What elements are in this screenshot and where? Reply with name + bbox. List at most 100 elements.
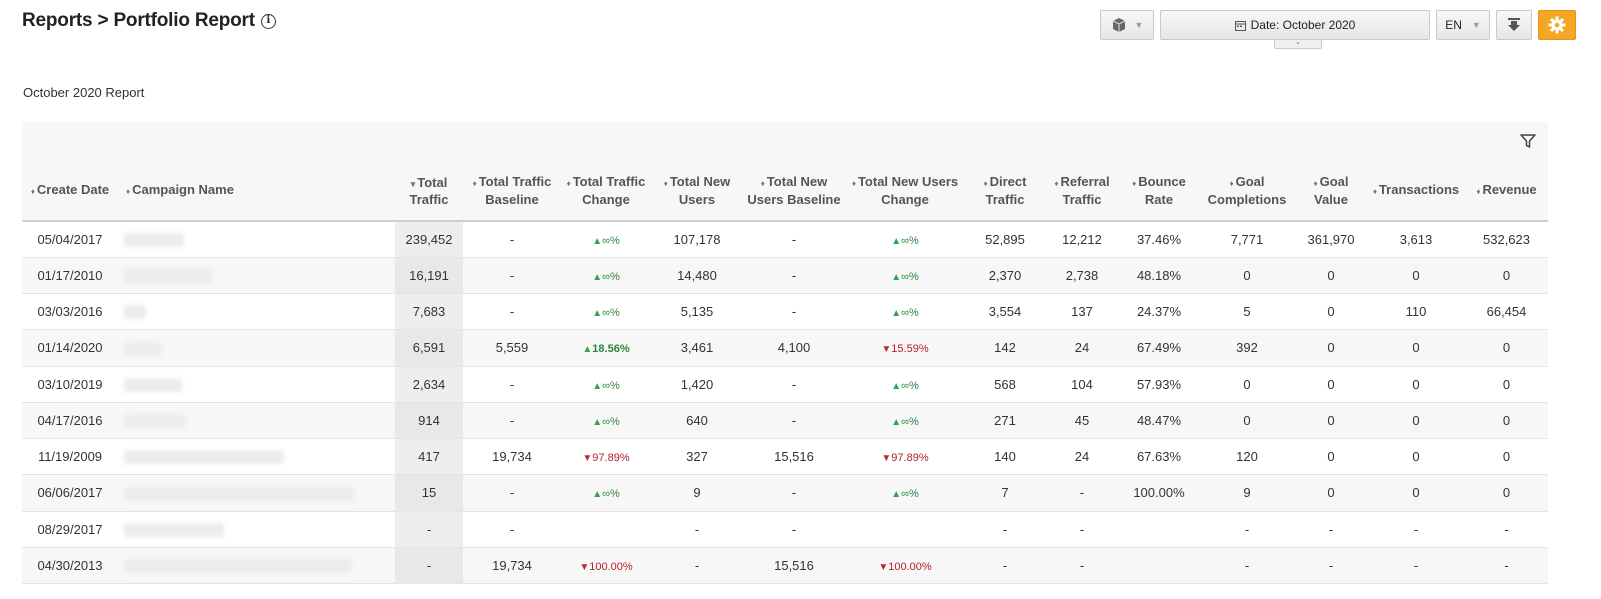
column-header-9[interactable]: ♦ Referral Traffic [1045, 162, 1119, 222]
sort-icon: ♦ [983, 179, 988, 188]
column-header-7[interactable]: ♦ Total New Users Change [845, 162, 965, 222]
cell-transactions: 0 [1367, 329, 1465, 367]
column-header-0[interactable]: ♦ Create Date [22, 162, 118, 222]
cell-goal-completions: 120 [1199, 438, 1295, 476]
table-row[interactable]: 08/29/2017- - - - - - - - - - [22, 511, 1548, 548]
cell-traffic-baseline: 19,734 [463, 438, 561, 476]
cell-campaign-name [118, 329, 395, 367]
cell-goal-value: - [1295, 547, 1367, 585]
cell-new-users: - [651, 547, 743, 585]
cell-direct: - [965, 511, 1045, 548]
cell-date: 03/10/2019 [22, 366, 118, 403]
date-panel-toggle[interactable]: ⌄ [1274, 39, 1322, 49]
change-value: ∞% [602, 488, 620, 501]
sort-icon: ♦ [1313, 179, 1318, 188]
cell-direct: 3,554 [965, 293, 1045, 331]
column-header-10[interactable]: ♦ Bounce Rate [1119, 162, 1199, 222]
cell-referral: 24 [1045, 329, 1119, 367]
cell-direct: 271 [965, 402, 1045, 440]
change-value: 18.56% [592, 343, 630, 356]
change-value: ∞% [602, 234, 620, 247]
gear-icon [1548, 16, 1566, 34]
arrow-up-icon: ▲ [891, 235, 902, 247]
table-row[interactable]: 06/06/2017 15- ▲∞% 9- ▲∞% 7-100.00% 9 0 0 0 [22, 474, 1548, 512]
table-row[interactable]: 04/17/2016 914- ▲∞% 640- ▲∞% 271 45 48.47% 0 0 0 0 [22, 402, 1548, 440]
cell-total-traffic: 239,452 [395, 221, 463, 258]
arrow-up-icon: ▲ [891, 380, 902, 392]
cell-goal-value: 0 [1295, 329, 1367, 367]
cell-traffic-change: ▲18.56% [561, 329, 651, 367]
info-circle-icon[interactable]: i [260, 13, 276, 29]
cell-revenue: 0 [1465, 257, 1548, 295]
cell-campaign-name [118, 257, 395, 295]
cell-goal-completions: 5 [1199, 293, 1295, 331]
cell-goal-completions: 0 [1199, 257, 1295, 295]
cell-total-traffic: 6,591 [395, 329, 463, 367]
cell-direct: - [965, 547, 1045, 585]
column-header-12[interactable]: ♦ Goal Value [1295, 162, 1367, 222]
column-header-3[interactable]: ♦ Total Traffic Baseline [463, 162, 561, 222]
cube-dropdown-button[interactable]: ▼ [1100, 10, 1154, 40]
cell-traffic-baseline: - [463, 474, 561, 512]
column-header-4[interactable]: ♦ Total Traffic Change [561, 162, 651, 222]
arrow-up-icon: ▲ [891, 271, 902, 283]
arrow-up-icon: ▲ [592, 235, 603, 247]
settings-button[interactable] [1538, 10, 1576, 40]
column-header-13[interactable]: ♦ Transactions [1367, 162, 1465, 222]
cell-new-users-baseline: - [743, 257, 845, 295]
cell-traffic-baseline: - [463, 293, 561, 331]
table-header-row: ♦ Create Date ♦ Campaign Name ▾ Total Traffic… [22, 162, 1548, 222]
cube-icon [1112, 18, 1125, 32]
download-button[interactable] [1496, 10, 1532, 40]
cell-traffic-baseline: 5,559 [463, 329, 561, 367]
sort-icon: ♦ [30, 187, 35, 196]
cell-revenue: - [1465, 547, 1548, 585]
table-row[interactable]: 03/03/2016 7,683- ▲∞% 5,135- ▲∞% 3,554 137 24.3… [22, 293, 1548, 331]
table-row[interactable]: 03/10/2019 2,634- ▲∞% 1,420- ▲∞% 568 104 57.93%… [22, 366, 1548, 403]
cell-traffic-baseline: 19,734 [463, 547, 561, 585]
cell-new-users-baseline: 15,516 [743, 547, 845, 585]
arrow-up-icon: ▲ [592, 380, 603, 392]
column-header-14[interactable]: ♦ Revenue [1465, 162, 1548, 222]
filter-icon[interactable] [1520, 133, 1536, 149]
cell-new-users-change [845, 511, 965, 548]
language-select[interactable]: EN ▼ [1436, 10, 1490, 40]
table-row[interactable]: 11/19/2009 417 19,734 ▼97.89% 327 15,516 ▼97.8… [22, 438, 1548, 476]
arrow-down-icon: ▼ [881, 453, 892, 465]
cell-new-users-change: ▲∞% [845, 257, 965, 295]
table-row[interactable]: 05/04/2017 239,452- ▲∞% 107,178- ▲∞% 52,895 12… [22, 221, 1548, 258]
sort-icon: ♦ [1476, 187, 1481, 196]
cell-bounce: 67.63% [1119, 438, 1199, 476]
cell-bounce: 48.47% [1119, 402, 1199, 440]
redacted-campaign-name [124, 559, 352, 574]
column-header-11[interactable]: ♦ Goal Completions [1199, 162, 1295, 222]
sort-icon: ♦ [1372, 187, 1377, 196]
cell-referral: 2,738 [1045, 257, 1119, 295]
table-row[interactable]: 04/30/2013-19,734 ▼100.00% -15,516 ▼100.00%… [22, 547, 1548, 585]
column-header-2[interactable]: ▾ Total Traffic [395, 162, 463, 222]
cell-new-users-change: ▲∞% [845, 474, 965, 512]
date-picker-button[interactable]: Date: October 2020 [1160, 10, 1430, 40]
cell-transactions: 0 [1367, 474, 1465, 512]
table-row[interactable]: 01/17/2010 16,191- ▲∞% 14,480- ▲∞% 2,370 2,738… [22, 257, 1548, 295]
cell-total-traffic: 16,191 [395, 257, 463, 295]
cell-campaign-name [118, 474, 395, 512]
table-row[interactable]: 01/14/2020 6,591 5,559 ▲18.56% 3,461 4,100 ▼15… [22, 329, 1548, 367]
sort-icon: ♦ [663, 179, 668, 188]
column-header-label: Referral Traffic [1060, 174, 1110, 207]
cell-new-users-baseline: - [743, 221, 845, 258]
cell-revenue: 0 [1465, 474, 1548, 512]
cell-campaign-name [118, 221, 395, 258]
cell-goal-value: - [1295, 511, 1367, 548]
arrow-up-icon: ▲ [891, 308, 902, 320]
column-header-label: Create Date [36, 182, 110, 197]
cell-traffic-baseline: - [463, 257, 561, 295]
cell-new-users-change: ▲∞% [845, 221, 965, 258]
column-header-8[interactable]: ♦ Direct Traffic [965, 162, 1045, 222]
column-header-5[interactable]: ♦ Total New Users [651, 162, 743, 222]
cell-new-users-change: ▼15.59% [845, 329, 965, 367]
column-header-label: Total Traffic Baseline [478, 174, 552, 207]
column-header-1[interactable]: ♦ Campaign Name [118, 162, 395, 222]
cell-traffic-change [561, 511, 651, 548]
column-header-6[interactable]: ♦ Total New Users Baseline [743, 162, 845, 222]
